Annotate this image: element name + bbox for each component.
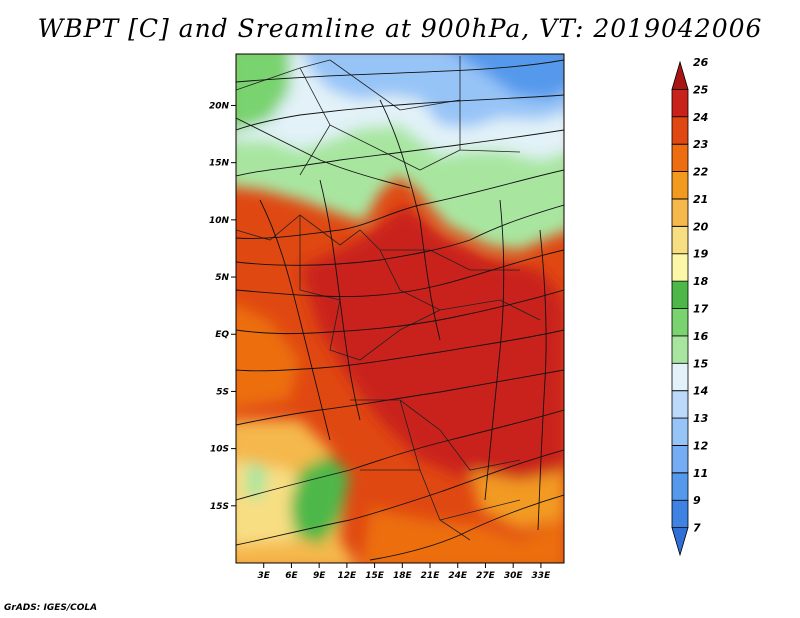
colorbar-label: 11 — [693, 467, 708, 480]
colorbar-swatch — [671, 417, 689, 446]
x-tick-label: 27E — [476, 571, 496, 581]
colorbar-swatch — [671, 527, 689, 557]
x-tick-label: 24E — [448, 571, 468, 581]
x-axis: 3E 6E 9E 12E 15E 18E 21E 24E 27E 30E 33E — [258, 563, 552, 581]
colorbar-swatch — [671, 143, 689, 172]
colorbar-label: 21 — [693, 193, 708, 206]
colorbar-label: 19 — [693, 248, 709, 261]
colorbar-label: 12 — [693, 439, 709, 452]
y-tick-label: 10N — [209, 216, 230, 226]
y-tick-label: 15S — [210, 502, 229, 512]
x-tick-label: 18E — [393, 571, 413, 581]
colorbar-label: 13 — [693, 412, 709, 425]
colorbar-label: 22 — [693, 166, 709, 179]
colorbar-swatch — [671, 445, 689, 474]
colorbar-label: 26 — [693, 56, 709, 69]
colorbar-label: 17 — [693, 303, 709, 316]
x-tick-label: 15E — [365, 571, 385, 581]
y-tick-label: 15N — [209, 159, 230, 169]
grads-credit: GrADS: IGES/COLA — [4, 603, 98, 613]
colorbar-label: 25 — [693, 83, 709, 96]
colorbar-swatch — [671, 308, 689, 337]
colorbar-label: 20 — [693, 220, 709, 233]
colorbar-swatch — [671, 280, 689, 309]
colorbar-label: 23 — [693, 138, 709, 151]
colorbar-swatch — [671, 198, 689, 227]
y-tick-label: 20N — [209, 101, 230, 111]
map-frame — [235, 53, 565, 564]
colorbar-swatch — [671, 335, 689, 364]
x-tick-label: 30E — [504, 571, 524, 581]
y-tick-label: 10S — [210, 445, 229, 455]
colorbar-swatch — [671, 88, 689, 118]
colorbar-swatch — [671, 60, 689, 90]
map-chart: 3E 6E 9E 12E 15E 18E 21E 24E 27E 30E 33E 20N 15N 10N… — [209, 53, 709, 581]
colorbar-swatch — [671, 116, 689, 145]
chart-title: WBPT [C] and Sreamline at 900hPa, VT: 20… — [37, 14, 763, 43]
x-tick-label: 9E — [313, 571, 326, 581]
colorbar-swatch — [671, 472, 689, 501]
colorbar-label: 9 — [693, 494, 701, 507]
y-tick-label: 5S — [216, 387, 229, 397]
colorbar-swatch — [671, 171, 689, 200]
x-tick-label: 3E — [258, 571, 271, 581]
colorbar-label: 24 — [693, 111, 708, 124]
colorbar-swatch — [671, 499, 689, 529]
y-tick-label: 5N — [215, 273, 229, 283]
colorbar-label: 16 — [693, 330, 709, 343]
colorbar-label: 7 — [693, 522, 701, 535]
temperature-field — [236, 54, 564, 563]
colorbar-swatch — [671, 390, 689, 419]
colorbar-swatch — [671, 253, 689, 282]
colorbar: 7 9 11 12 13 14 15 16 17 18 19 20 21 22 23 24 25 26 — [671, 56, 709, 557]
colorbar-swatch — [671, 362, 689, 392]
colorbar-label: 14 — [693, 385, 708, 398]
x-tick-label: 33E — [532, 571, 552, 581]
colorbar-label: 18 — [693, 275, 709, 288]
x-tick-label: 12E — [338, 571, 358, 581]
x-tick-label: 21E — [421, 571, 441, 581]
y-axis: 20N 15N 10N 5N EQ 5S 10S 15S — [209, 101, 236, 512]
colorbar-label: 15 — [693, 357, 709, 370]
x-tick-label: 6E — [285, 571, 298, 581]
y-tick-label: EQ — [215, 330, 229, 340]
colorbar-swatch — [671, 225, 689, 255]
